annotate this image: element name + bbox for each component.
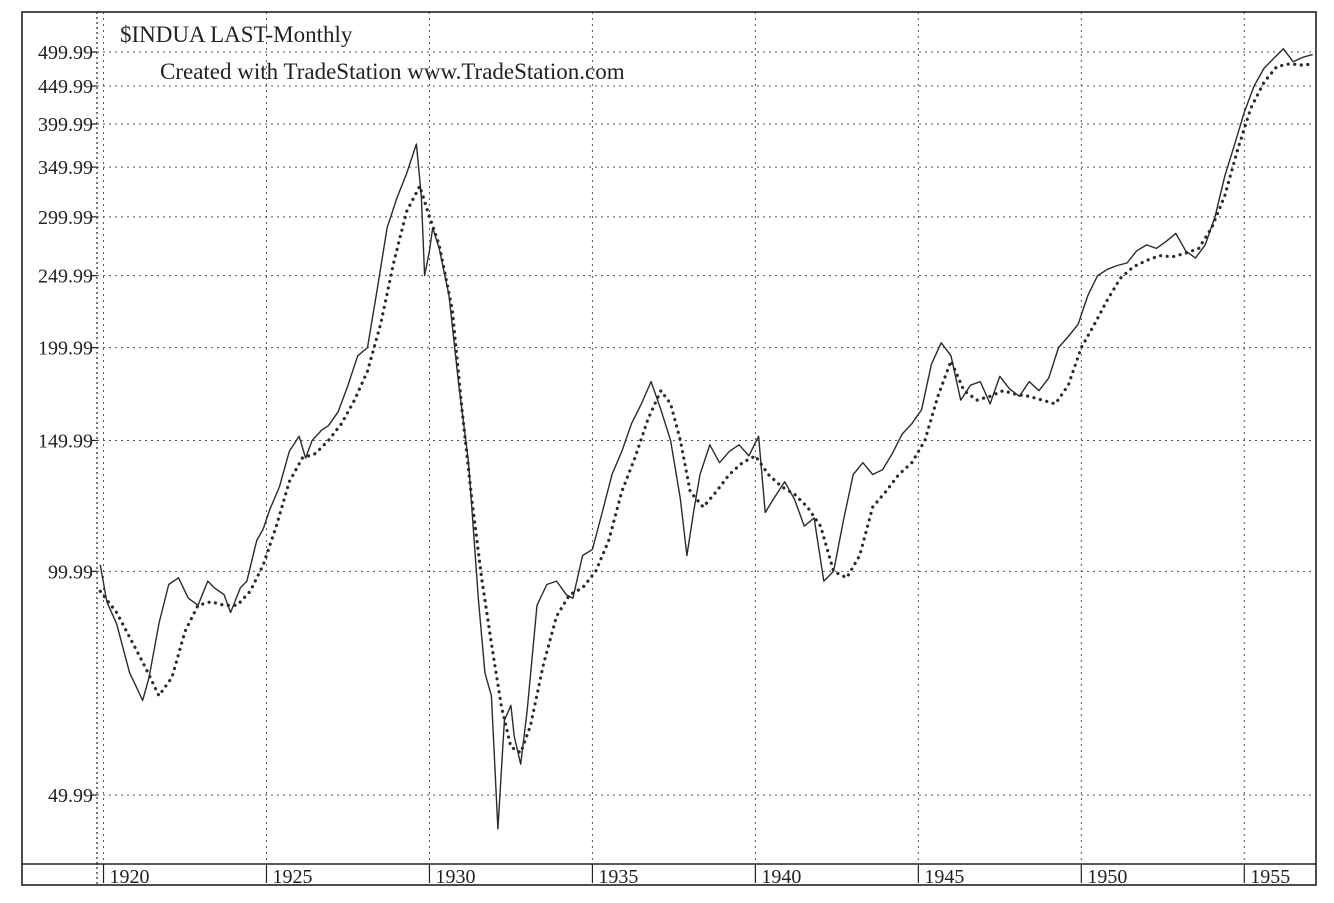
y-tick-label: 199.99 (38, 338, 93, 360)
y-tick-label: 99.99 (48, 561, 93, 583)
chart-frame (21, 11, 1317, 886)
y-tick-label: 249.99 (38, 266, 93, 288)
y-tick-label: 499.99 (38, 42, 93, 64)
y-tick-label: 349.99 (38, 157, 93, 179)
y-tick-label: 149.99 (38, 430, 93, 452)
x-tick-label: 1925 (272, 866, 312, 888)
x-tick-label: 1950 (1087, 866, 1127, 888)
y-tick-label: 299.99 (38, 207, 93, 229)
x-tick-label: 1945 (924, 866, 964, 888)
x-tick-label: 1955 (1250, 866, 1290, 888)
y-tick-label: 49.99 (48, 785, 93, 807)
moving-average-line (98, 62, 1315, 756)
series-lines (98, 48, 1315, 830)
x-tick-label: 1930 (435, 866, 475, 888)
price-line (99, 48, 1313, 830)
chart-subtitle: Created with TradeStation www.TradeStati… (160, 59, 625, 84)
axes: 49.99 99.99 149.99 199.99 249.99 299.99 349.99… (21, 11, 1317, 888)
y-tick-label: 449.99 (38, 76, 93, 98)
grid-lines (97, 12, 1316, 864)
chart-title: $INDUA LAST-Monthly (120, 22, 353, 47)
x-tick-label: 1935 (598, 866, 638, 888)
x-tick-label: 1920 (110, 866, 150, 888)
x-tick-label: 1940 (761, 866, 801, 888)
y-tick-label: 399.99 (38, 114, 93, 136)
